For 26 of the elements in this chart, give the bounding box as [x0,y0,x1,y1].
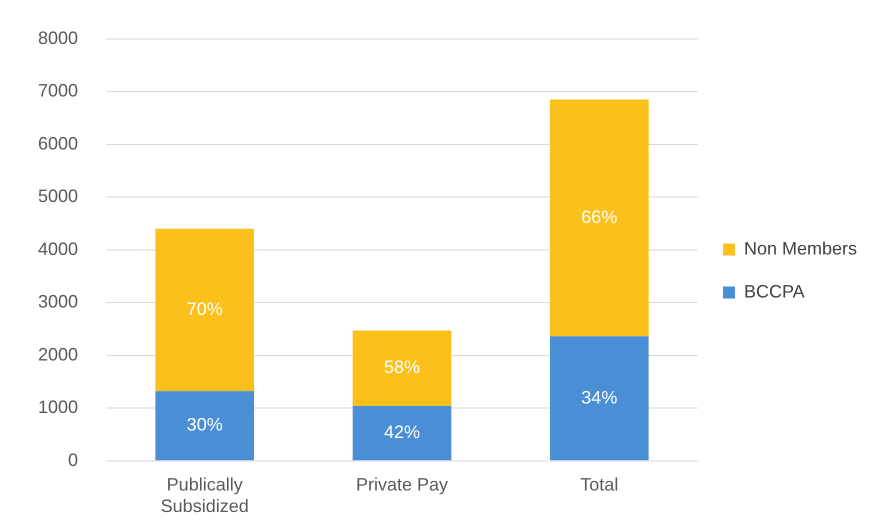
annotation: 70% [186,298,223,319]
x-tick-label: Private Pay [356,474,448,495]
bar [352,330,452,406]
legend-label: Non Members [744,238,858,258]
y-tick-label: 5000 [38,186,78,206]
bar [155,228,254,392]
y-tick-label: 1000 [38,397,78,418]
y-tick-label: 0 [68,450,78,470]
x-tick-label: Publically Subsidized [160,474,249,516]
annotation: 30% [186,414,223,435]
y-tick-label: 3000 [38,292,78,312]
annotation: 58% [384,357,420,378]
bar [550,99,649,336]
annotation: 42% [384,422,420,442]
y-tick-label: 2000 [38,344,78,364]
y-tick-label: 6000 [38,133,78,154]
legend-label: BCCPA [744,281,805,302]
annotation: 34% [581,387,618,408]
bar [352,406,452,460]
annotation: 66% [581,206,618,227]
bar [155,391,254,460]
y-tick-label: 8000 [38,28,78,48]
x-tick-label: Total [580,474,618,495]
y-tick-label: 7000 [38,80,78,101]
bar [550,336,649,460]
y-tick-label: 4000 [38,238,78,259]
